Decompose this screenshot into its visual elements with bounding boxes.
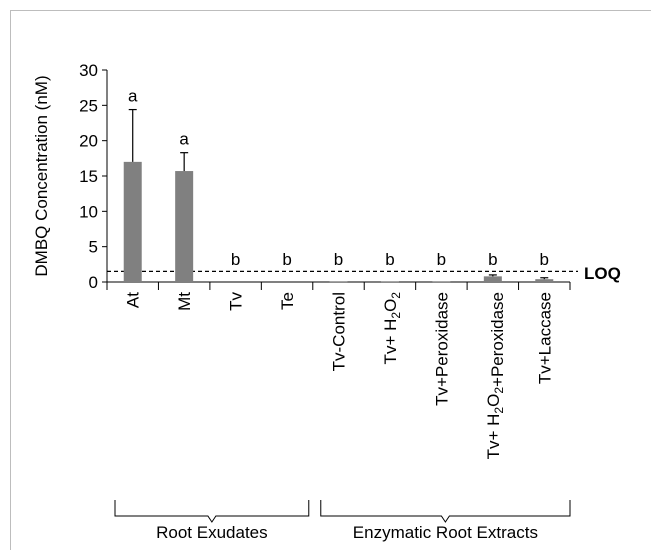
group-label: Enzymatic Root Extracts xyxy=(353,523,538,542)
y-axis-label: DMBQ Concentration (nM) xyxy=(32,75,51,276)
x-tick-label: Tv xyxy=(227,292,246,311)
x-tick-label: Te xyxy=(278,292,297,310)
y-tick-label: 0 xyxy=(89,273,98,292)
x-tick-label: Tv-Control xyxy=(330,292,349,371)
group-label: Root Exudates xyxy=(156,523,268,542)
bar xyxy=(483,276,502,282)
bar xyxy=(329,281,348,283)
y-tick-label: 25 xyxy=(79,96,98,115)
bar xyxy=(535,279,554,282)
y-tick-label: 20 xyxy=(79,132,98,151)
x-tick-label: Tv+ H2O2+Peroxidase xyxy=(484,292,507,459)
x-tick-label: Tv+Peroxidase xyxy=(432,292,451,406)
loq-label: LOQ xyxy=(584,264,621,283)
bar xyxy=(432,281,451,283)
group-bracket xyxy=(320,500,571,523)
significance-letter: a xyxy=(179,130,189,149)
y-tick-label: 15 xyxy=(79,167,98,186)
y-tick-label: 10 xyxy=(79,202,98,221)
x-tick-label: Tv+ H2O2 xyxy=(381,292,403,365)
bar xyxy=(175,171,194,282)
significance-letter: a xyxy=(128,87,138,106)
group-bracket xyxy=(114,500,310,523)
significance-letter: b xyxy=(488,250,497,269)
figure-frame xyxy=(10,10,651,550)
x-tick-label: Mt xyxy=(175,292,194,311)
significance-letter: b xyxy=(540,250,549,269)
bar xyxy=(380,281,399,283)
bar xyxy=(123,161,142,282)
y-tick-label: 5 xyxy=(89,238,98,257)
y-tick-label: 30 xyxy=(79,61,98,80)
significance-letter: b xyxy=(231,250,240,269)
significance-letter: b xyxy=(282,250,291,269)
x-tick-label: Tv+Laccase xyxy=(535,292,554,384)
significance-letter: b xyxy=(437,250,446,269)
significance-letter: b xyxy=(385,250,394,269)
x-tick-label: At xyxy=(124,292,143,308)
significance-letter: b xyxy=(334,250,343,269)
